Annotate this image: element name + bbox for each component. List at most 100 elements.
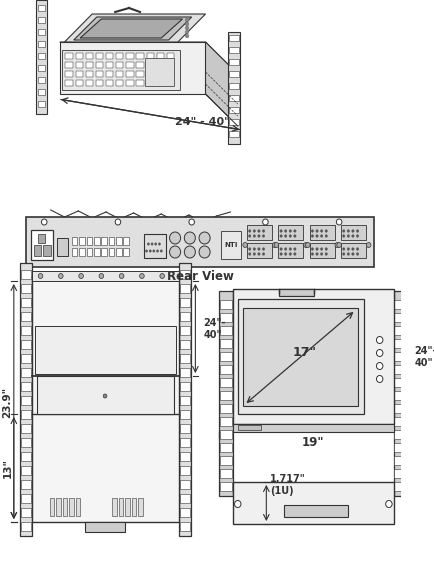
Bar	[179, 382, 189, 391]
Bar	[94, 248, 99, 256]
Bar	[179, 312, 189, 321]
Bar	[179, 354, 189, 363]
Circle shape	[324, 230, 327, 232]
Bar	[220, 391, 232, 400]
Bar	[106, 53, 113, 59]
Bar	[106, 71, 113, 77]
Circle shape	[185, 18, 188, 22]
Circle shape	[289, 248, 291, 250]
Bar	[220, 326, 232, 335]
Bar	[220, 231, 241, 259]
Bar	[179, 298, 189, 307]
Circle shape	[145, 250, 147, 252]
Bar	[38, 234, 45, 243]
Circle shape	[154, 243, 157, 245]
Circle shape	[262, 219, 267, 225]
Circle shape	[355, 235, 358, 237]
Bar	[136, 80, 143, 86]
Circle shape	[305, 242, 309, 247]
Circle shape	[242, 242, 247, 247]
Circle shape	[335, 219, 341, 225]
Bar	[179, 270, 189, 279]
Bar	[394, 469, 405, 478]
Bar	[38, 29, 45, 35]
Bar	[220, 417, 232, 426]
Bar	[220, 430, 232, 439]
Bar	[179, 424, 189, 433]
Circle shape	[262, 253, 264, 255]
Polygon shape	[60, 42, 205, 94]
Text: 17": 17"	[292, 346, 316, 359]
Circle shape	[257, 230, 260, 232]
Circle shape	[289, 235, 291, 237]
Bar	[38, 53, 45, 59]
Circle shape	[184, 246, 195, 258]
Circle shape	[284, 253, 286, 255]
Bar	[179, 480, 189, 489]
Polygon shape	[64, 14, 205, 42]
Bar	[38, 77, 45, 83]
Bar	[340, 225, 365, 240]
Bar	[76, 53, 83, 59]
Circle shape	[149, 250, 151, 252]
Circle shape	[346, 235, 349, 237]
Circle shape	[310, 253, 313, 255]
Circle shape	[156, 250, 158, 252]
Bar	[79, 248, 85, 256]
Bar	[21, 340, 31, 349]
Circle shape	[293, 248, 296, 250]
Circle shape	[257, 235, 260, 237]
Bar	[146, 53, 154, 59]
Bar	[85, 53, 93, 59]
Bar	[123, 248, 129, 256]
Bar	[233, 289, 393, 424]
Circle shape	[59, 274, 63, 279]
Text: 13": 13"	[2, 458, 12, 478]
Bar	[32, 271, 178, 281]
Bar	[43, 245, 51, 256]
Bar	[179, 494, 189, 503]
Bar	[394, 300, 405, 309]
Bar	[125, 498, 130, 516]
Circle shape	[253, 230, 255, 232]
Bar	[69, 498, 73, 516]
Bar	[21, 326, 31, 335]
Circle shape	[324, 248, 327, 250]
Bar	[38, 65, 45, 71]
Circle shape	[324, 235, 327, 237]
Bar	[116, 71, 123, 77]
Bar	[95, 62, 103, 68]
Bar	[145, 58, 174, 86]
Circle shape	[293, 253, 296, 255]
Text: NTI: NTI	[224, 242, 237, 248]
Bar	[279, 289, 313, 296]
Bar	[394, 391, 405, 400]
Circle shape	[158, 243, 160, 245]
Bar	[243, 308, 357, 406]
Circle shape	[169, 246, 180, 258]
Circle shape	[303, 242, 308, 247]
Bar	[146, 62, 154, 68]
Circle shape	[253, 248, 255, 250]
Bar	[38, 101, 45, 107]
Circle shape	[152, 250, 155, 252]
Bar	[179, 396, 189, 405]
Bar	[228, 95, 238, 101]
Bar	[394, 365, 405, 374]
Bar	[228, 47, 238, 53]
Bar	[178, 263, 191, 536]
Bar	[37, 376, 174, 414]
Circle shape	[79, 274, 83, 279]
Bar	[38, 17, 45, 23]
Circle shape	[336, 242, 341, 247]
Bar	[108, 248, 114, 256]
Bar	[95, 80, 103, 86]
Bar	[166, 80, 174, 86]
Circle shape	[351, 253, 353, 255]
Circle shape	[310, 230, 313, 232]
Bar	[116, 237, 122, 245]
Circle shape	[310, 235, 313, 237]
Bar	[72, 248, 77, 256]
Bar	[106, 62, 113, 68]
Bar	[156, 80, 164, 86]
